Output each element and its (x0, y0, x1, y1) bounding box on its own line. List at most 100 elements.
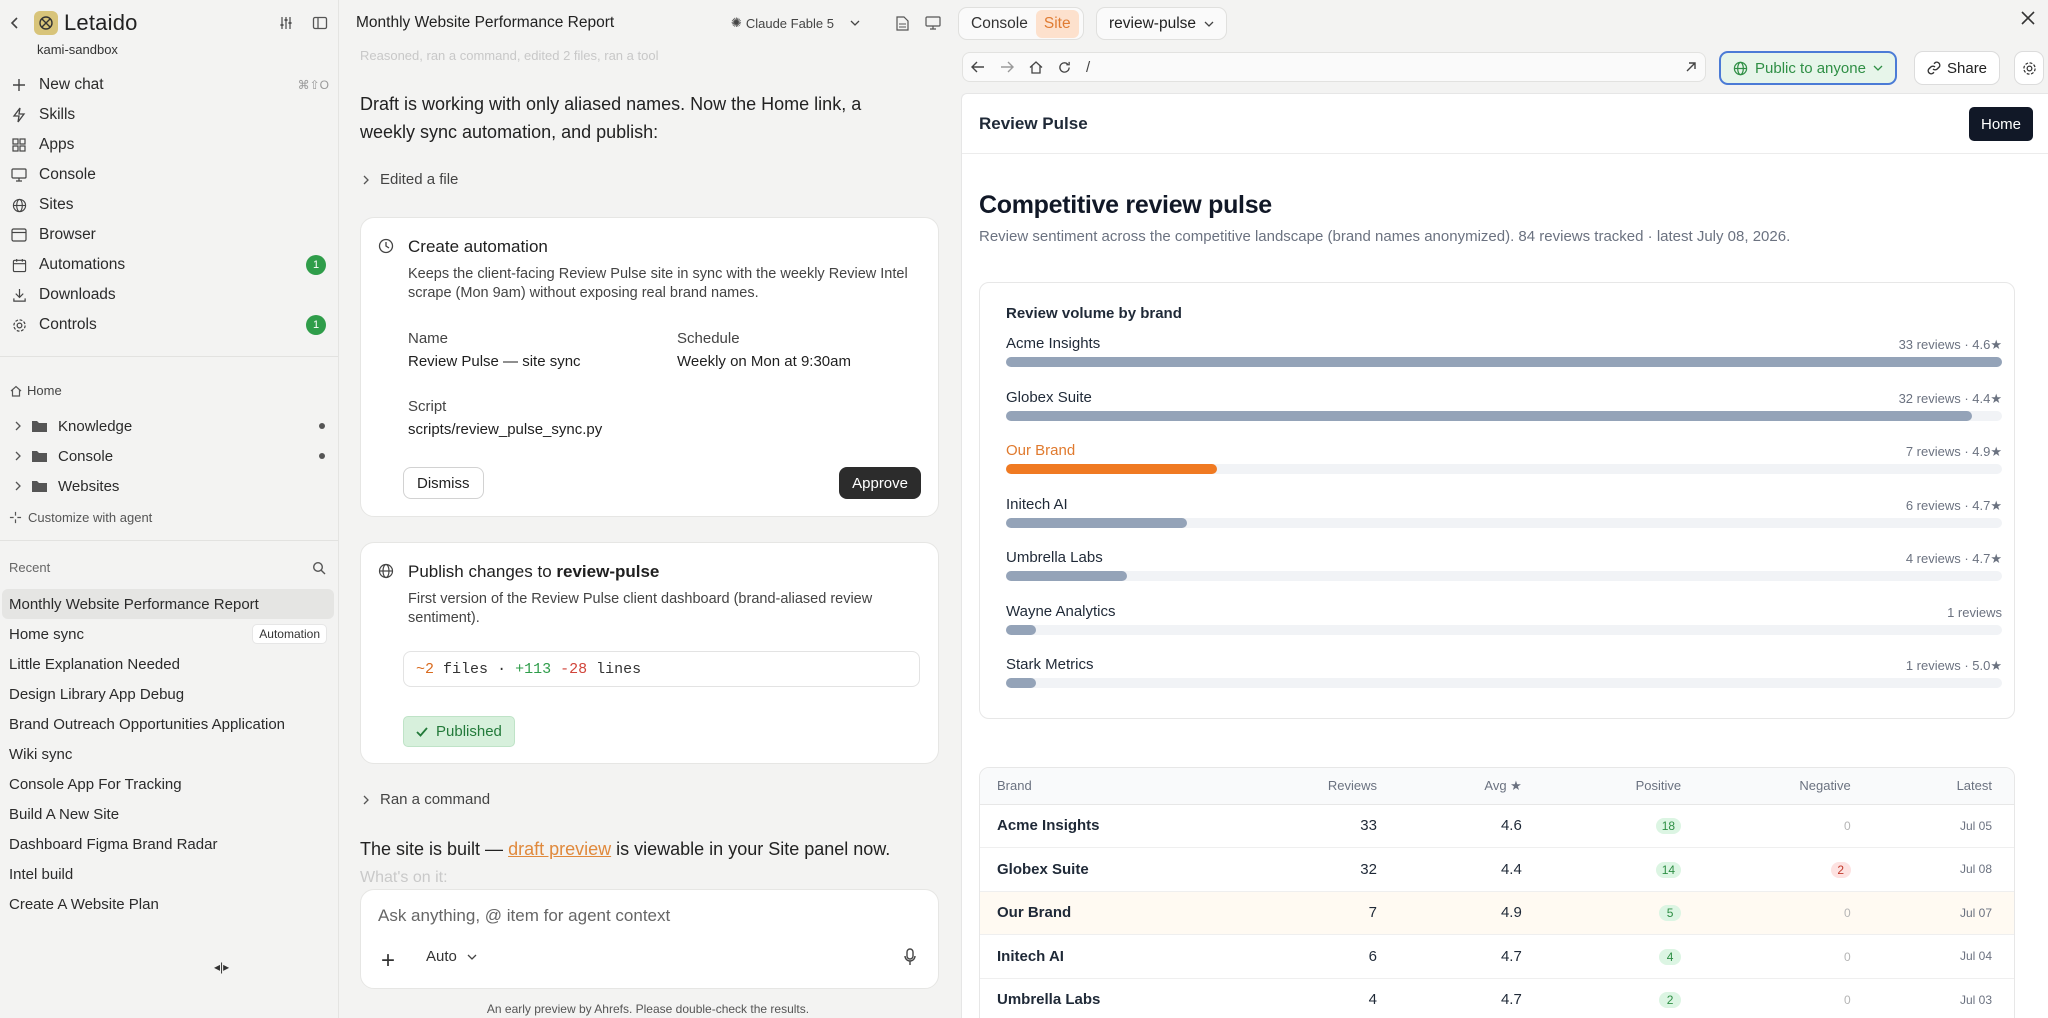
repo-selector[interactable]: review-pulse (1096, 7, 1228, 40)
recent-item[interactable]: Build A New Site (2, 799, 334, 829)
nav-controls[interactable]: Controls 1 (0, 310, 339, 340)
tab-console[interactable]: Console (971, 14, 1028, 32)
column-header[interactable]: Latest (1872, 768, 2014, 805)
sidebar-header: Letaido (8, 8, 328, 38)
diff-files: ~2 (416, 660, 435, 678)
site-name[interactable]: Review Pulse (979, 114, 1088, 133)
calendar-icon (10, 256, 28, 274)
search-icon[interactable] (312, 561, 326, 575)
download-icon (10, 286, 28, 304)
visibility-button[interactable]: Public to anyone (1719, 51, 1897, 85)
settings-button[interactable] (2014, 51, 2044, 85)
chevron-right-icon (12, 481, 24, 491)
bolt-icon (10, 106, 28, 124)
tree-label: Websites (58, 477, 120, 495)
back-icon[interactable] (8, 16, 22, 30)
home-breadcrumb[interactable]: Home (10, 383, 62, 398)
recent-item[interactable]: Design Library App Debug (2, 679, 334, 709)
open-external-icon[interactable] (1685, 61, 1697, 73)
add-attachment-icon[interactable]: + (381, 947, 396, 974)
nav-automations[interactable]: Automations 1 (0, 250, 339, 280)
chat-input[interactable]: Ask anything, @ item for agent context (378, 906, 671, 925)
recent-item-label: Dashboard Figma Brand Radar (9, 835, 218, 853)
nav-sites[interactable]: Sites (0, 190, 339, 220)
chat-pane: Monthly Website Performance Report ✺ Cla… (340, 0, 956, 1018)
nav-label: Apps (39, 136, 75, 153)
chevron-right-icon (12, 421, 24, 431)
tree-item-websites[interactable]: Websites (0, 471, 339, 501)
publish-changes-card: Publish changes to review-pulse First ve… (360, 542, 939, 764)
edited-file-expander[interactable]: Edited a file (362, 171, 458, 188)
reviews-cell: 6 (1233, 934, 1399, 979)
recent-item[interactable]: Wiki sync (2, 739, 334, 769)
reload-icon[interactable] (1058, 61, 1071, 74)
column-header[interactable]: Avg ★ (1398, 768, 1544, 805)
table-row: Umbrella Labs 4 4.7 2 0 Jul 03 (980, 978, 2014, 1018)
publish-target: review-pulse (556, 562, 660, 581)
expander-label: Edited a file (380, 171, 459, 188)
recent-item[interactable]: Console App For Tracking (2, 769, 334, 799)
repo-name: review-pulse (1109, 14, 1197, 32)
nav-browser[interactable]: Browser (0, 220, 339, 250)
bar (1006, 410, 1972, 421)
collapse-sidebar-icon[interactable] (312, 15, 328, 31)
recent-item[interactable]: Dashboard Figma Brand Radar (2, 829, 334, 859)
recent-item[interactable]: Home sync Automation (2, 619, 334, 649)
share-button[interactable]: Share (1914, 51, 2001, 85)
chat-input-box[interactable]: Ask anything, @ item for agent context +… (360, 889, 939, 989)
recent-item-label: Console App For Tracking (9, 775, 182, 793)
ran-command-expander[interactable]: Ran a command (362, 791, 490, 808)
app-name: Letaido (64, 10, 138, 35)
back-arrow-icon[interactable] (971, 61, 985, 73)
table-row: Acme Insights 33 4.6 18 0 Jul 05 (980, 804, 2014, 848)
dismiss-button[interactable]: Dismiss (403, 467, 484, 499)
monitor-icon[interactable] (925, 16, 941, 30)
bar (1006, 678, 1037, 688)
home-icon[interactable] (1029, 60, 1043, 74)
nav-downloads[interactable]: Downloads (0, 280, 339, 310)
nav-apps[interactable]: Apps (0, 130, 339, 160)
customize-with-agent[interactable]: Customize with agent (9, 510, 152, 525)
microphone-icon[interactable] (904, 948, 916, 966)
forward-arrow-icon[interactable] (1000, 61, 1014, 73)
column-header[interactable]: Reviews (1233, 768, 1399, 805)
negative-cell: 0 (1703, 978, 1873, 1018)
reasoning-summary[interactable]: Reasoned, ran a command, edited 2 files,… (360, 48, 659, 63)
workspace-name[interactable]: kami-sandbox (37, 42, 118, 57)
nav-label: Console (39, 166, 96, 183)
column-header[interactable]: Brand (980, 768, 1234, 805)
column-header[interactable]: Positive (1543, 768, 1704, 805)
nav-skills[interactable]: Skills (0, 100, 339, 130)
approve-button[interactable]: Approve (839, 467, 921, 499)
mode-selector[interactable]: Auto (426, 948, 477, 965)
brand-cell: Globex Suite (980, 847, 1234, 892)
tree-item-console[interactable]: Console (0, 441, 339, 471)
bar-value-label: 6 reviews · 4.7★ (1905, 497, 2002, 513)
recent-item-label: Design Library App Debug (9, 685, 185, 703)
recent-item-label: Little Explanation Needed (9, 655, 180, 673)
home-button[interactable]: Home (1968, 107, 2033, 141)
url-path[interactable]: / (1086, 58, 1091, 76)
sliders-icon[interactable] (278, 15, 294, 31)
recent-item-label: Build A New Site (9, 805, 120, 823)
tree-label: Knowledge (58, 417, 133, 435)
document-icon[interactable] (896, 15, 909, 31)
recent-item[interactable]: Intel build (2, 859, 334, 889)
recent-item[interactable]: Brand Outreach Opportunities Application (2, 709, 334, 739)
recent-item[interactable]: Monthly Website Performance Report (2, 589, 334, 619)
tab-site[interactable]: Site (1035, 9, 1079, 38)
positive-pill: 2 (1659, 992, 1682, 1009)
close-icon[interactable] (2020, 10, 2036, 26)
column-header[interactable]: Negative (1703, 768, 1873, 805)
tree-item-knowledge[interactable]: Knowledge (0, 411, 339, 441)
recent-item[interactable]: Little Explanation Needed (2, 649, 334, 679)
draft-preview-link[interactable]: draft preview (508, 839, 612, 859)
nav-new-chat[interactable]: New chat ⌘⇧O (0, 70, 339, 100)
chevron-right-icon (362, 795, 370, 805)
positive-pill: 14 (1655, 861, 1682, 878)
negative-pill: 0 (1843, 993, 1851, 1008)
nav-console[interactable]: Console (0, 160, 339, 190)
model-selector[interactable]: ✺ Claude Fable 5 (731, 15, 860, 31)
resize-handle-icon[interactable]: ◂|▸ (214, 960, 230, 974)
recent-item[interactable]: Create A Website Plan (2, 889, 334, 919)
